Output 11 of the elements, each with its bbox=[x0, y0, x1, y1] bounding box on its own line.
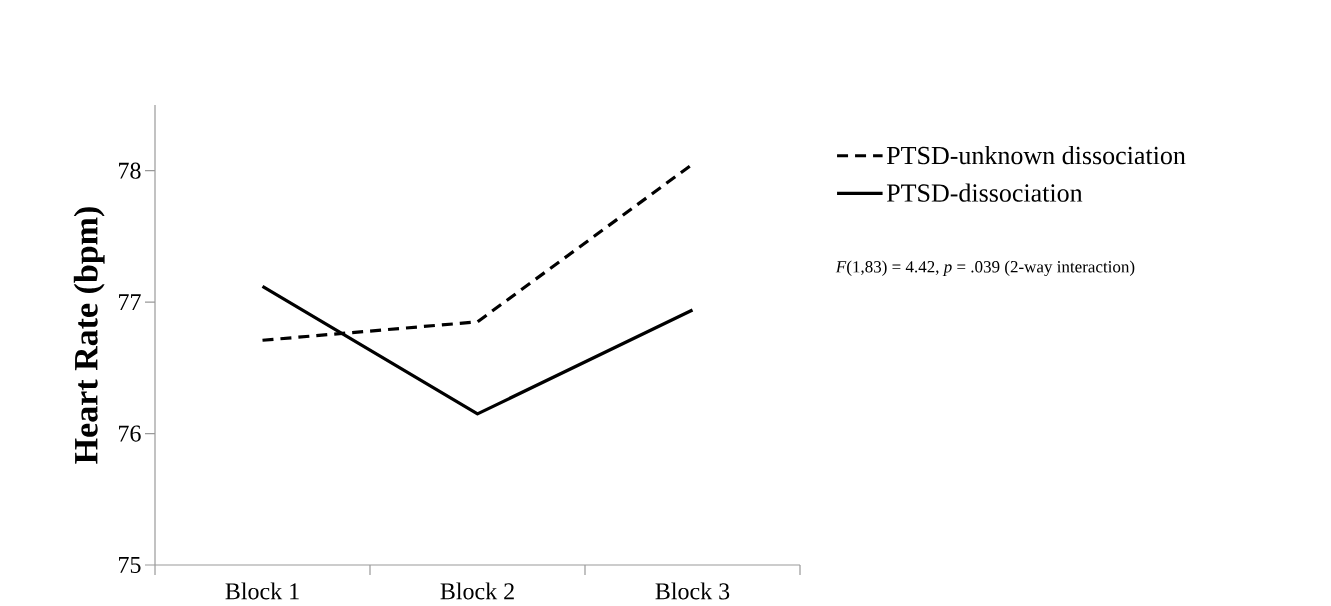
y-axis-title: Heart Rate (bpm) bbox=[73, 207, 105, 464]
y-tick-label: 77 bbox=[119, 294, 141, 310]
x-tick-label: Block 3 bbox=[655, 582, 730, 600]
y-tick-label: 76 bbox=[119, 425, 141, 442]
text: F(1,83) = 4.42, p = .039 (2-way interaction) bbox=[835, 260, 1135, 277]
x-tick-label: Block 1 bbox=[225, 582, 299, 600]
y-tick-label: 78 bbox=[119, 162, 141, 179]
legend-label: PTSD-dissociation bbox=[886, 183, 1083, 202]
y-tick-label: 75 bbox=[119, 557, 141, 573]
x-tick-label: Block 2 bbox=[440, 582, 514, 600]
legend-label: PTSD-unknown dissociation bbox=[886, 146, 1186, 165]
